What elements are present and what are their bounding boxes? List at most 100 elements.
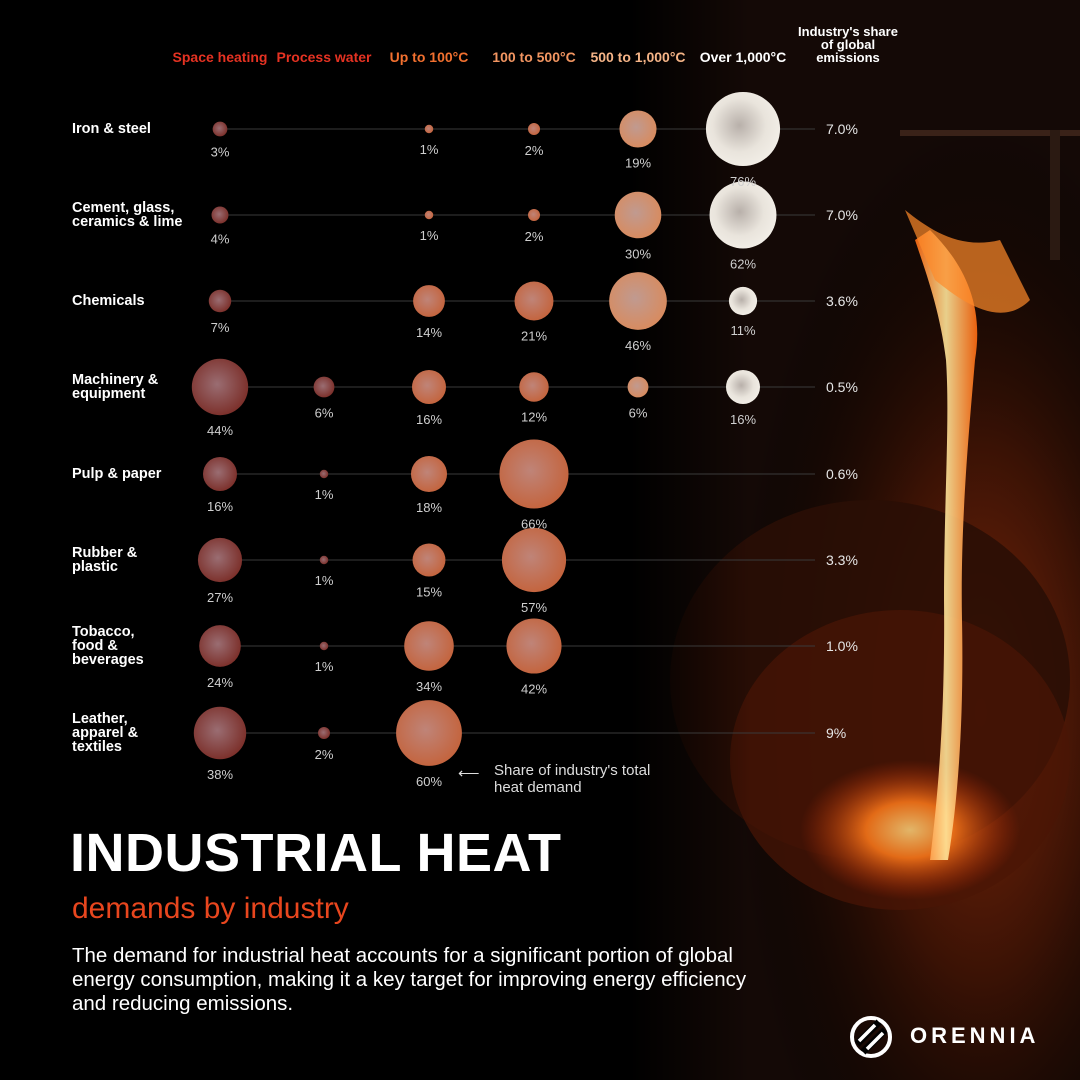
- chart-subtitle: demands by industry: [72, 892, 349, 925]
- emissions-share-value: 3.3%: [826, 552, 858, 568]
- bubble-mark: [193, 706, 247, 760]
- bubble-value-label: 18%: [416, 500, 442, 515]
- bubble-mark: [211, 206, 229, 224]
- bubble-mark: [527, 122, 541, 136]
- bubble-mark: [208, 289, 232, 313]
- bubble-mark: [319, 641, 329, 651]
- bubble-value-label: 14%: [416, 325, 442, 340]
- bubble-mark: [313, 376, 335, 398]
- bubble-value-label: 44%: [207, 423, 233, 438]
- bubble-mark: [705, 91, 781, 167]
- bubble-value-label: 19%: [625, 156, 651, 171]
- bubble-value-label: 27%: [207, 590, 233, 605]
- bubble-mark: [396, 700, 462, 766]
- bubble-mark: [506, 618, 562, 674]
- row-label: Tobacco, food & beverages: [72, 624, 144, 668]
- chart-description: The demand for industrial heat accounts …: [72, 944, 747, 1015]
- bubble-value-label: 62%: [730, 256, 756, 271]
- emissions-share-value: 1.0%: [826, 638, 858, 654]
- bubble-value-label: 38%: [207, 767, 233, 782]
- bubble-value-label: 16%: [416, 412, 442, 427]
- bubble-value-label: 6%: [315, 405, 334, 420]
- bubble-value-label: 76%: [730, 174, 756, 189]
- emissions-share-value: 7.0%: [826, 207, 858, 223]
- orennia-logo-icon: [850, 1016, 892, 1058]
- bubble-mark: [199, 625, 241, 667]
- row-label: Chemicals: [72, 293, 145, 309]
- bubble-value-label: 46%: [625, 338, 651, 353]
- column-header-emissions-share: Industry's share of global emissions: [798, 24, 898, 65]
- bubble-value-label: 24%: [207, 675, 233, 690]
- bubble-mark: [424, 124, 434, 134]
- bubble-size-annotation: Share of industry's total heat demand: [494, 762, 651, 796]
- bubble-value-label: 1%: [315, 659, 334, 674]
- row-label: Machinery & equipment: [72, 372, 159, 402]
- bubble-value-label: 1%: [315, 573, 334, 588]
- bubble-value-label: 1%: [315, 487, 334, 502]
- bubble-value-label: 4%: [211, 232, 230, 247]
- annotation-arrow-icon: ⟵: [458, 765, 480, 782]
- column-header-up-to-100c: Up to 100°C: [389, 49, 469, 65]
- chart-title: INDUSTRIAL HEAT: [70, 823, 562, 883]
- bubble-value-label: 34%: [416, 679, 442, 694]
- bubble-value-label: 11%: [730, 323, 755, 338]
- row-label: Leather, apparel & textiles: [72, 711, 139, 755]
- bubble-mark: [412, 543, 446, 577]
- bubble-mark: [619, 110, 657, 148]
- bubble-mark: [514, 281, 554, 321]
- bubble-mark: [499, 439, 569, 509]
- bubble-value-label: 21%: [521, 328, 547, 343]
- bubble-mark: [726, 370, 760, 404]
- emissions-share-value: 9%: [826, 725, 847, 741]
- bubble-mark: [191, 358, 249, 416]
- column-header-over-1000c: Over 1,000°C: [699, 49, 787, 65]
- bubble-value-label: 7%: [211, 320, 230, 335]
- bubble-mark: [212, 121, 228, 137]
- bubble-mark: [728, 286, 758, 316]
- row-label: Iron & steel: [72, 121, 151, 137]
- bubble-mark: [519, 372, 549, 402]
- column-header-space-heating: Space heating: [172, 49, 268, 65]
- bubble-mark: [627, 376, 649, 398]
- emissions-share-value: 3.6%: [826, 293, 858, 309]
- bubble-value-label: 57%: [521, 600, 547, 615]
- brand-name: ORENNIA: [910, 1023, 1040, 1048]
- bubble-value-label: 2%: [525, 229, 544, 244]
- bubble-value-label: 3%: [211, 144, 230, 159]
- bubble-mark: [609, 272, 667, 330]
- bubble-value-label: 66%: [521, 517, 547, 532]
- bubble-value-label: 1%: [420, 142, 439, 157]
- bubble-value-label: 42%: [521, 682, 547, 697]
- bubble-value-label: 2%: [525, 143, 544, 158]
- bubble-value-label: 12%: [521, 410, 547, 425]
- emissions-share-value: 7.0%: [826, 121, 858, 137]
- bubble-mark: [527, 208, 541, 222]
- bubble-mark: [501, 527, 567, 593]
- bubble-value-label: 16%: [730, 412, 756, 427]
- bubble-mark: [412, 370, 446, 404]
- column-header-500-to-1000c: 500 to 1,000°C: [590, 49, 686, 65]
- bubble-value-label: 16%: [207, 499, 233, 514]
- bubble-mark: [404, 621, 454, 671]
- bubble-mark: [424, 210, 434, 220]
- bubble-value-label: 1%: [420, 228, 439, 243]
- column-header-100-to-500c: 100 to 500°C: [492, 49, 576, 65]
- bubble-mark: [319, 469, 329, 479]
- bubble-value-label: 2%: [315, 747, 334, 762]
- bubble-mark: [197, 537, 243, 583]
- bubble-mark: [203, 457, 237, 491]
- bubble-value-label: 6%: [629, 405, 648, 420]
- row-label: Pulp & paper: [72, 466, 162, 482]
- emissions-share-value: 0.5%: [826, 379, 858, 395]
- bubble-mark: [413, 285, 445, 317]
- orennia-logo: ORENNIA: [848, 1012, 1058, 1062]
- bubble-mark: [319, 555, 329, 565]
- bubble-mark: [317, 726, 331, 740]
- emissions-share-value: 0.6%: [826, 466, 858, 482]
- column-header-process-water: Process water: [276, 49, 372, 65]
- row-label: Cement, glass, ceramics & lime: [72, 200, 183, 230]
- bubble-value-label: 30%: [625, 246, 651, 261]
- bubble-value-label: 60%: [416, 774, 442, 789]
